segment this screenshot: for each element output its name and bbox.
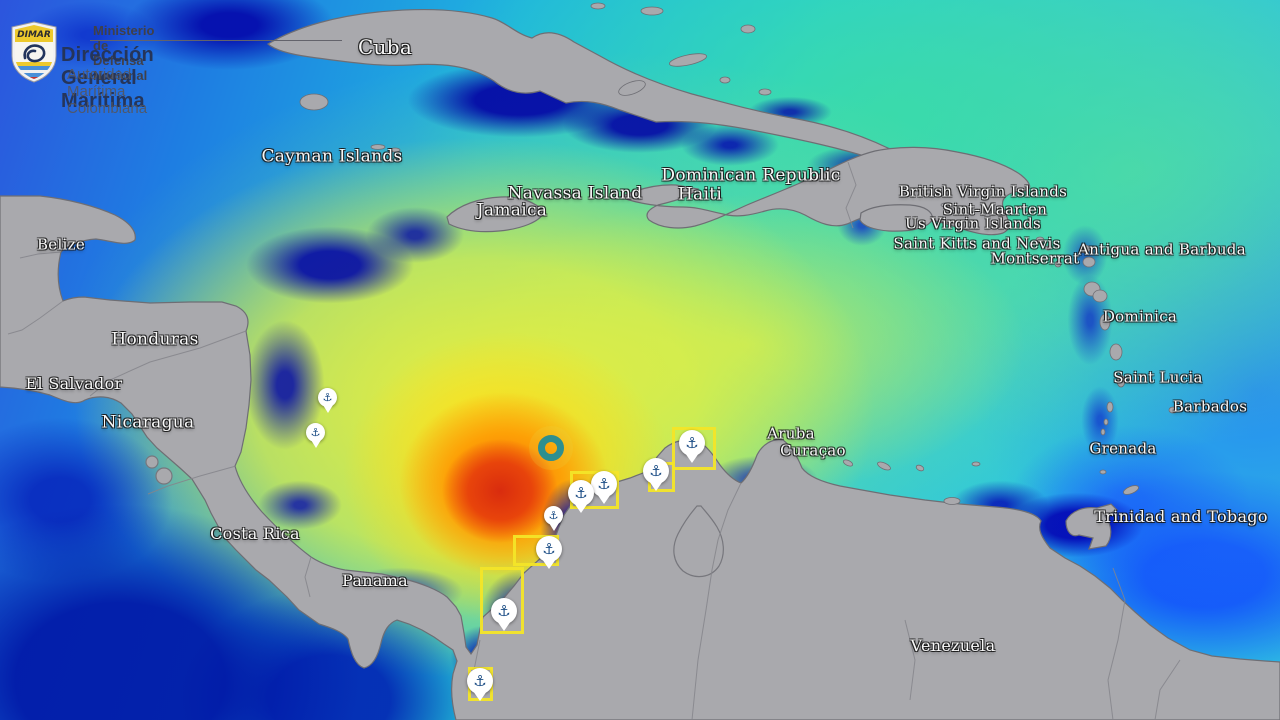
port-marker-1[interactable]: ⚓ (679, 430, 705, 456)
map-label-navassa-island: Navassa Island (507, 183, 643, 204)
lakes (145, 455, 724, 578)
map-label-grenada: Grenada (1089, 439, 1157, 458)
anchor-icon: ⚓ (548, 509, 559, 522)
map-label-cuba: Cuba (357, 35, 413, 59)
logo-emblem-swirl (23, 44, 46, 63)
map-label-montserrat: Montserrat (990, 249, 1080, 268)
map-label-honduras: Honduras (111, 329, 199, 350)
map-label-el-salvador: El Salvador (25, 374, 123, 393)
anchor-icon: ⚓ (597, 474, 611, 493)
port-marker-9[interactable]: ⚓ (318, 388, 337, 407)
map-label-british-virgin-islands: British Virgin Islands (898, 182, 1068, 201)
land-puerto-rico (859, 204, 933, 232)
anchor-icon: ⚓ (685, 433, 699, 452)
header-divider-line (90, 40, 342, 41)
map-label-cayman-islands: Cayman Islands (261, 146, 403, 167)
port-marker-6[interactable]: ⚓ (536, 536, 562, 562)
map-label-sint-maarten: Sint-Maarten (942, 200, 1048, 219)
map-label-saint-kitts-and-nevis: Saint Kitts and Nevis (893, 234, 1061, 253)
port-marker-3[interactable]: ⚓ (591, 471, 617, 497)
anchor-icon: ⚓ (649, 461, 663, 480)
port-marker-8[interactable]: ⚓ (467, 668, 493, 694)
anchor-icon: ⚓ (473, 671, 487, 690)
station-ring-marker[interactable] (538, 435, 564, 461)
map-label-panama: Panama (342, 571, 408, 590)
map-label-dominican-republic: Dominican Republic (661, 165, 841, 186)
map-label-dominica: Dominica (1102, 307, 1178, 326)
port-marker-7[interactable]: ⚓ (491, 598, 517, 624)
port-marker-5[interactable]: ⚓ (544, 506, 563, 525)
map-label-saint-lucia: Saint Lucia (1113, 368, 1203, 387)
port-marker-2[interactable]: ⚓ (643, 458, 669, 484)
small-islands (299, 2, 1178, 505)
header-authority-line: Autoridad Marítima Colombiana (67, 66, 148, 117)
land-jamaica (446, 196, 545, 233)
land-central-south-america (0, 195, 1280, 720)
header-ministry-line: Ministerio de Defensa Nacional (93, 23, 155, 83)
map-label-trinidad-and-tobago: Trinidad and Tobago (1094, 507, 1268, 526)
port-marker-4[interactable]: ⚓ (568, 480, 594, 506)
port-marker-10[interactable]: ⚓ (306, 423, 325, 442)
anchor-icon: ⚓ (310, 426, 321, 439)
map-label-belize: Belize (36, 235, 86, 254)
dimar-shield-logo: DIMAR (11, 21, 57, 83)
map-label-jamaica: Jamaica (476, 200, 548, 221)
map-label-us-virgin-islands: Us Virgin Islands (905, 214, 1041, 233)
anchor-icon: ⚓ (322, 391, 333, 404)
map-label-aruba: Aruba (767, 424, 815, 443)
map-label-venezuela: Venezuela (910, 636, 996, 655)
zone-box-5 (480, 567, 524, 634)
header-directorate-line: Dirección General Marítima (61, 44, 154, 112)
map-label-nicaragua: Nicaragua (101, 412, 195, 433)
anchor-icon: ⚓ (497, 601, 511, 620)
zone-box-1 (672, 427, 716, 470)
map-label-antigua-and-barbuda: Antigua and Barbuda (1078, 240, 1246, 259)
logo-dimar-text: DIMAR (17, 30, 51, 40)
country-borders (7, 161, 1181, 720)
land-cuba (266, 8, 894, 160)
land-trinidad (1065, 503, 1119, 550)
map-label-haiti: Haiti (677, 184, 723, 205)
map-label-costa-rica: Costa Rica (210, 524, 300, 543)
anchor-icon: ⚓ (542, 539, 556, 558)
map-label-barbados: Barbados (1172, 397, 1248, 416)
map-label-curacao: Curaçao (780, 441, 846, 460)
anchor-icon: ⚓ (574, 483, 588, 502)
